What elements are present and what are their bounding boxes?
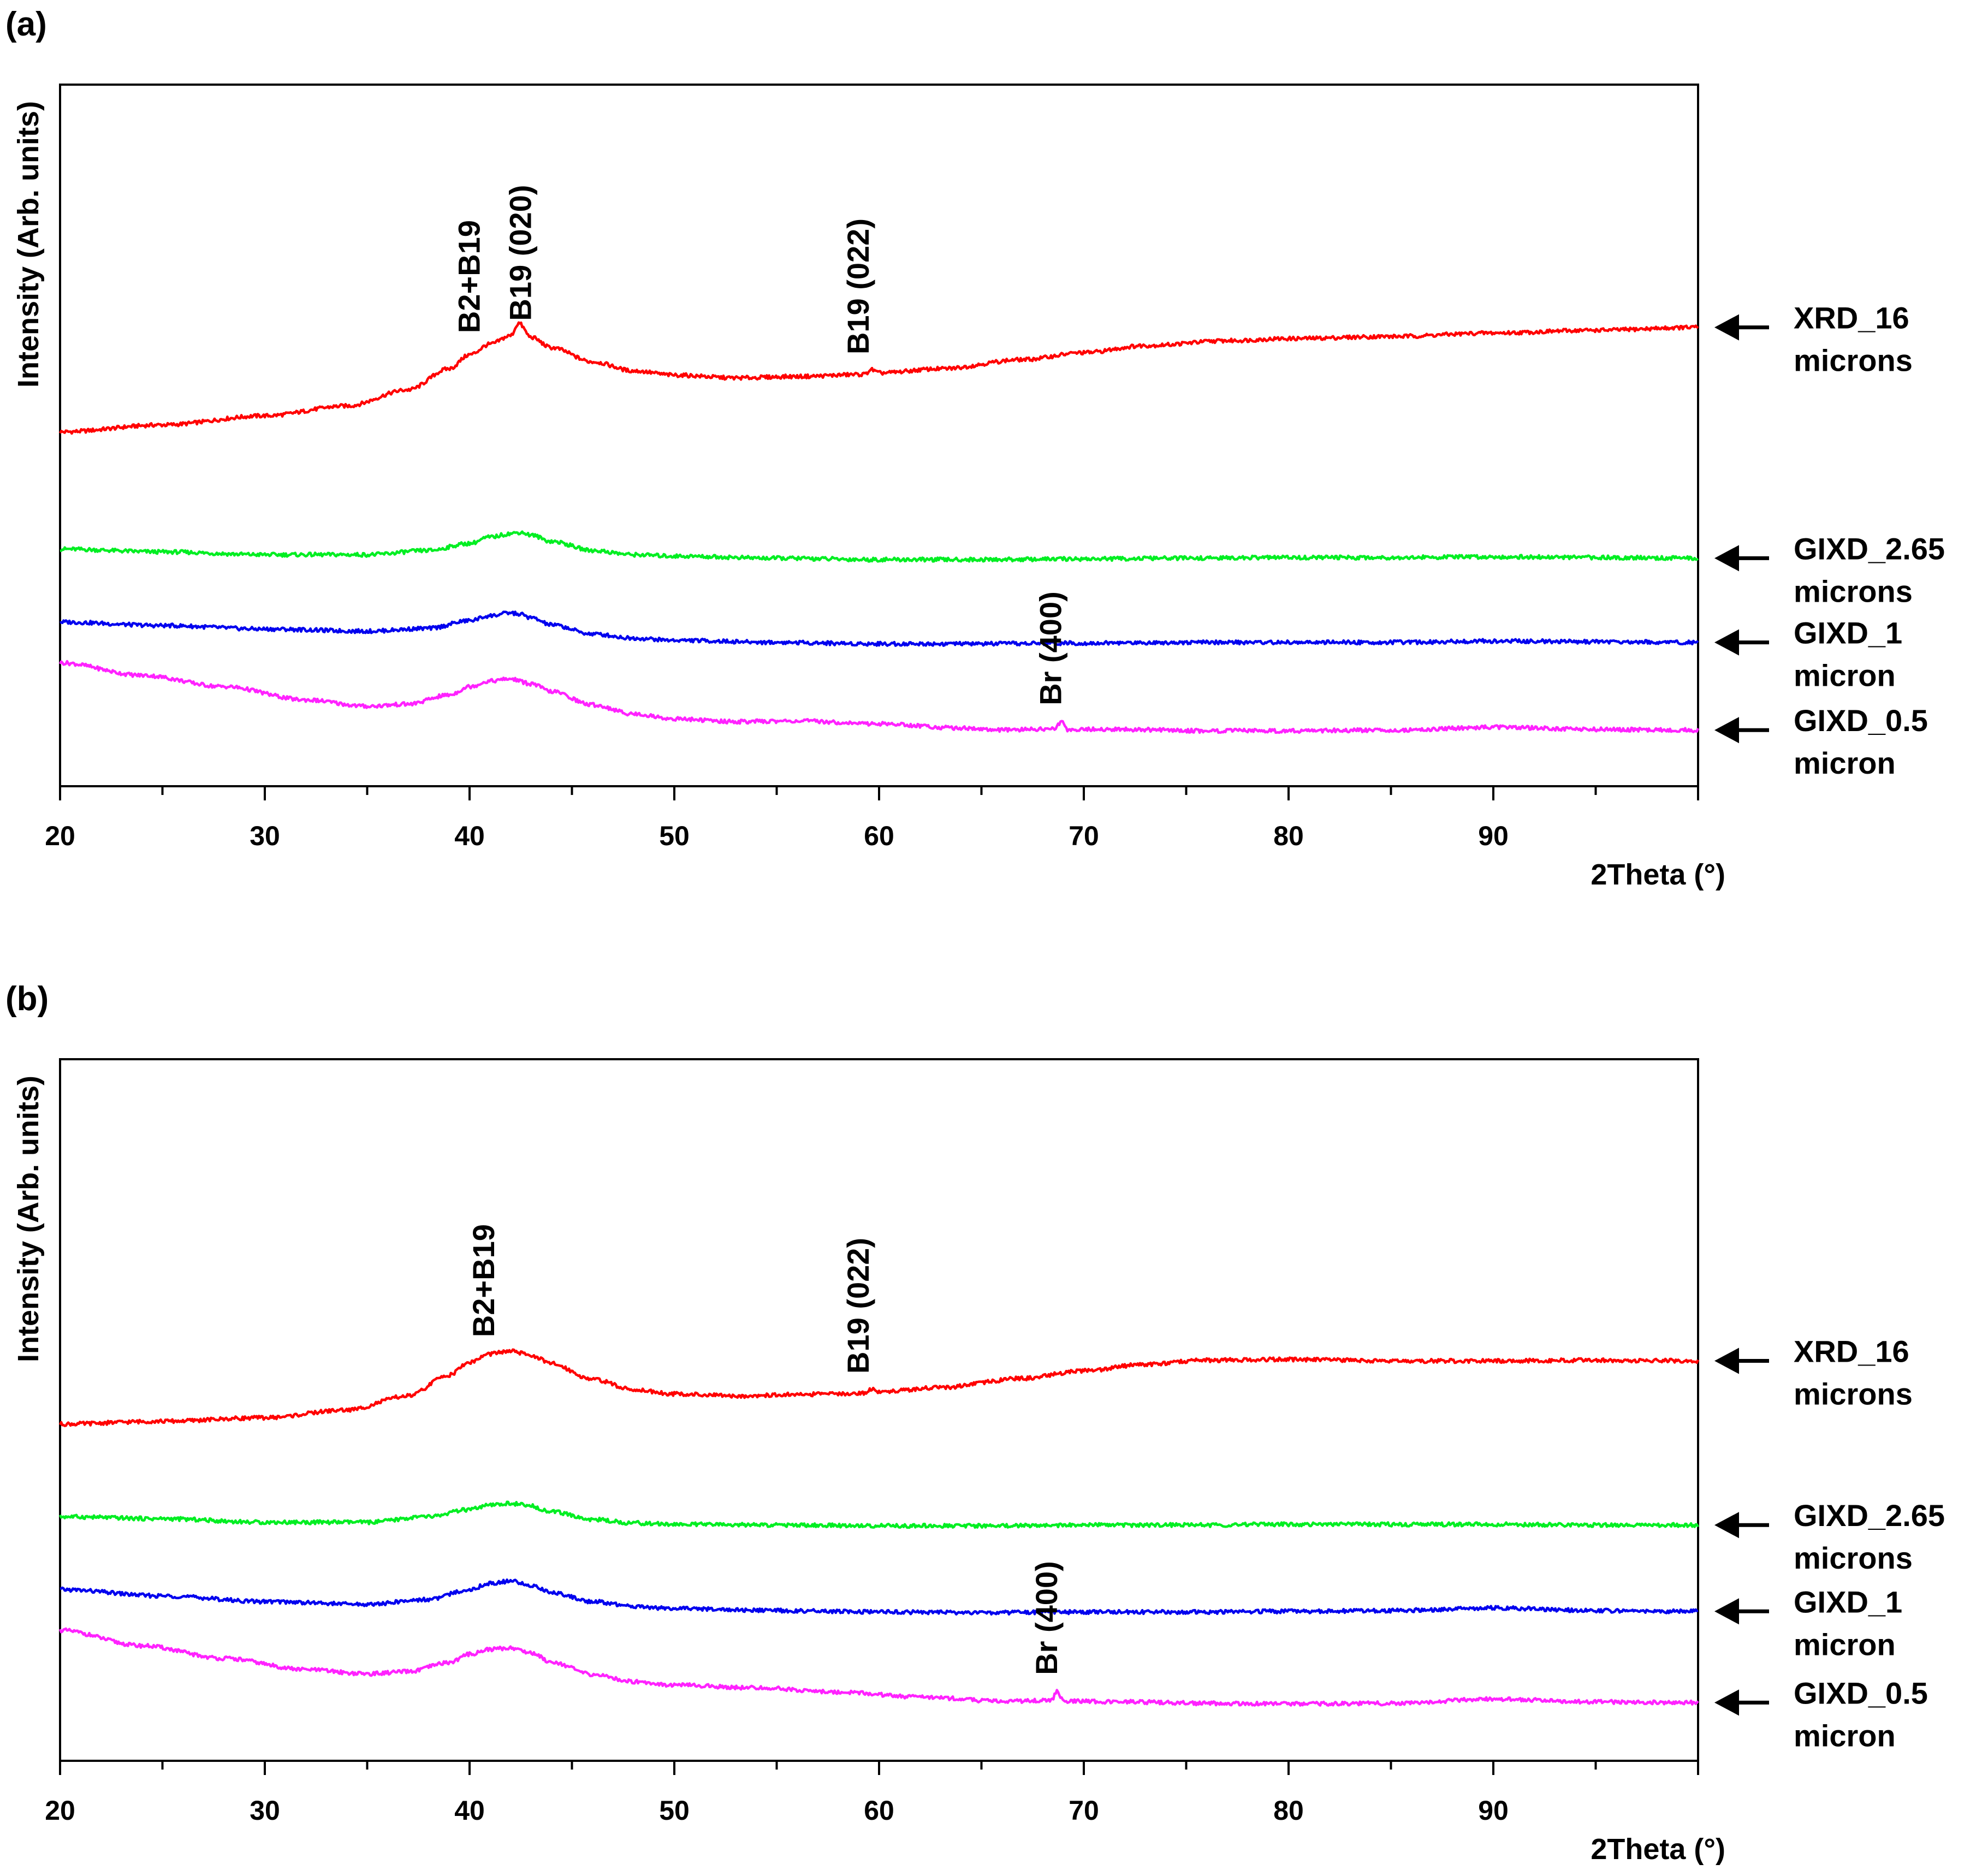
annotation-b19-022: B19 (022) (841, 218, 875, 354)
chart-panels: (a) 20 30 40 50 60 70 80 90 2Theta (°) Intensity (… (5, 5, 1945, 1866)
legend-label-gixd-2-65-microns-line-1: microns (1794, 574, 1913, 608)
panel-b-tick-label-80: 80 (1273, 1795, 1304, 1826)
panel-a-tick-label-30: 30 (250, 821, 280, 851)
legend-label-gixd-1-micron-line-1: micron (1794, 658, 1896, 693)
panel-a-label: (a) (5, 5, 47, 43)
annotation-b2-b19: B2+B19 (452, 220, 486, 333)
legend-label-xrd-16-microns-line-1: microns (1794, 1377, 1913, 1411)
series-line-gixd-2-65-microns (58, 1500, 1700, 1529)
panel-b-y-axis-label: Intensity (Arb. units) (12, 1076, 45, 1362)
arrow-head-icon (1714, 314, 1739, 341)
legend-label-gixd-2-65-microns-line-0: GIXD_2.65 (1794, 1498, 1945, 1533)
panel-a-x-axis-label: 2Theta (°) (1591, 858, 1725, 891)
panel-a: (a) 20 30 40 50 60 70 80 90 2Theta (°) Intensity (… (5, 5, 1945, 891)
panel-a-y-axis-label: Intensity (Arb. units) (12, 101, 45, 388)
annotation-b2-b19: B2+B19 (466, 1224, 501, 1337)
annotation-br-400: Br (400) (1034, 591, 1068, 705)
legend-label-gixd-0-5-micron-line-1: micron (1794, 1718, 1896, 1753)
panel-a-tick-label-40: 40 (454, 821, 485, 851)
arrow-head-icon (1714, 1512, 1739, 1539)
series-line-gixd-0-5-micron (58, 1627, 1699, 1707)
legend-label-xrd-16-microns-line-0: XRD_16 (1794, 1334, 1909, 1369)
legend-label-gixd-1-micron-line-1: micron (1794, 1627, 1896, 1661)
panel-b: (b) 20 30 40 50 60 70 80 90 2Theta (°) Intensity (… (5, 980, 1945, 1866)
series-line-gixd-0-5-micron (58, 660, 1700, 734)
arrow-head-icon (1714, 629, 1739, 656)
legend-label-gixd-1-micron-line-0: GIXD_1 (1794, 616, 1902, 650)
arrow-head-icon (1714, 717, 1739, 744)
panel-b-tick-label-30: 30 (250, 1795, 280, 1826)
legend-label-gixd-2-65-microns-line-1: microns (1794, 1541, 1913, 1575)
panel-a-tick-label-60: 60 (864, 821, 894, 851)
series-line-gixd-1-micron (60, 1578, 1699, 1616)
panel-b-tick-label-50: 50 (659, 1795, 690, 1826)
panel-a-tick-label-90: 90 (1478, 821, 1509, 851)
legend-label-gixd-1-micron-line-0: GIXD_1 (1794, 1584, 1902, 1619)
panel-a-tick-label-80: 80 (1273, 821, 1304, 851)
legend-label-gixd-0-5-micron-line-0: GIXD_0.5 (1794, 703, 1928, 738)
panel-b-tick-label-40: 40 (454, 1795, 485, 1826)
legend-label-xrd-16-microns-line-1: microns (1794, 343, 1913, 378)
arrow-head-icon (1714, 1347, 1739, 1374)
annotation-b19-020: B19 (020) (503, 185, 538, 321)
annotation-br-400: Br (400) (1029, 1561, 1064, 1675)
series-line-xrd-16-microns (59, 321, 1699, 435)
panel-b-tick-label-70: 70 (1069, 1795, 1099, 1826)
panel-b-label: (b) (5, 980, 49, 1018)
panel-b-tick-label-90: 90 (1478, 1795, 1509, 1826)
legend-label-gixd-2-65-microns-line-0: GIXD_2.65 (1794, 531, 1945, 566)
series-line-xrd-16-microns (58, 1348, 1700, 1427)
series-line-gixd-2-65-microns (60, 530, 1699, 563)
panel-a-tick-label-20: 20 (45, 821, 75, 851)
arrow-head-icon (1714, 1598, 1739, 1625)
panel-b-tick-label-60: 60 (864, 1795, 894, 1826)
legend-label-gixd-0-5-micron-line-1: micron (1794, 746, 1896, 780)
panel-b-tick-label-20: 20 (45, 1795, 75, 1826)
legend-label-gixd-0-5-micron-line-0: GIXD_0.5 (1794, 1676, 1928, 1710)
annotation-b19-022: B19 (022) (841, 1238, 875, 1374)
arrow-head-icon (1714, 545, 1739, 572)
arrow-head-icon (1714, 1689, 1739, 1716)
legend-label-xrd-16-microns-line-0: XRD_16 (1794, 301, 1909, 335)
series-line-gixd-1-micron (60, 610, 1699, 647)
panel-a-tick-label-50: 50 (659, 821, 690, 851)
panel-b-x-axis-label: 2Theta (°) (1591, 1833, 1725, 1866)
panel-a-tick-label-70: 70 (1069, 821, 1099, 851)
